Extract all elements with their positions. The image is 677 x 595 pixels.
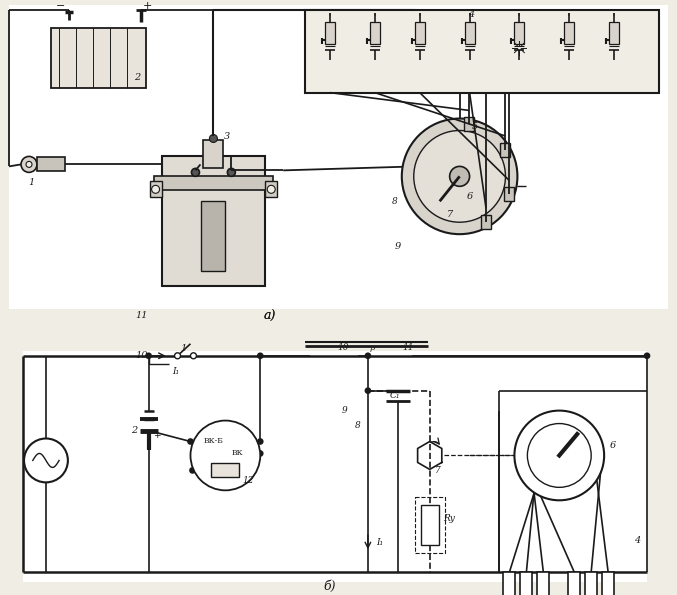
Bar <box>9 5 668 309</box>
Text: 4: 4 <box>468 10 475 20</box>
Polygon shape <box>146 20 158 87</box>
Bar <box>370 22 380 44</box>
Text: 1: 1 <box>28 178 34 187</box>
Circle shape <box>146 353 151 358</box>
Circle shape <box>450 167 470 186</box>
Circle shape <box>190 353 196 359</box>
Bar <box>515 22 525 44</box>
Bar <box>585 572 597 595</box>
Text: 2: 2 <box>131 426 138 435</box>
Text: 11: 11 <box>402 343 414 352</box>
Bar <box>203 140 223 168</box>
Text: 6: 6 <box>466 192 473 201</box>
Circle shape <box>24 439 68 483</box>
Circle shape <box>414 130 506 222</box>
Text: I₁: I₁ <box>172 367 179 376</box>
Bar <box>504 187 515 201</box>
Circle shape <box>21 156 37 173</box>
Polygon shape <box>205 136 221 140</box>
Text: +: + <box>153 431 160 440</box>
Bar <box>415 22 424 44</box>
Bar <box>154 176 274 190</box>
Bar <box>150 181 162 198</box>
Circle shape <box>556 422 563 428</box>
Text: б): б) <box>324 580 336 593</box>
Bar <box>420 505 439 545</box>
Text: 10: 10 <box>337 343 349 352</box>
Bar <box>415 497 445 553</box>
Circle shape <box>258 353 263 358</box>
Bar <box>602 572 614 595</box>
Bar <box>211 464 240 477</box>
Circle shape <box>175 353 181 359</box>
Circle shape <box>267 185 276 193</box>
Text: Rу: Rу <box>443 513 456 523</box>
Text: a): a) <box>264 311 276 324</box>
Bar <box>538 572 549 595</box>
Text: 10: 10 <box>135 351 148 361</box>
Circle shape <box>192 168 200 176</box>
Circle shape <box>190 421 260 490</box>
Bar <box>504 572 515 595</box>
Text: 7: 7 <box>435 466 441 475</box>
Text: C₁: C₁ <box>389 391 400 400</box>
Circle shape <box>366 388 370 393</box>
Text: р: р <box>369 344 374 352</box>
Bar <box>481 215 491 229</box>
Text: 8: 8 <box>355 421 361 430</box>
Text: 11: 11 <box>135 311 148 320</box>
Bar <box>500 143 510 157</box>
Text: 6: 6 <box>610 441 616 450</box>
Bar <box>464 117 474 131</box>
Text: 12: 12 <box>242 476 254 485</box>
Text: 3: 3 <box>224 132 230 141</box>
Circle shape <box>515 411 604 500</box>
Circle shape <box>209 134 217 142</box>
Text: 5: 5 <box>471 122 478 131</box>
Circle shape <box>26 161 32 167</box>
Circle shape <box>188 439 193 444</box>
Bar <box>23 351 647 582</box>
Text: 2: 2 <box>135 73 141 82</box>
Text: ВК-Б: ВК-Б <box>204 437 223 446</box>
Circle shape <box>227 168 236 176</box>
Text: 7: 7 <box>447 209 453 219</box>
Text: 9: 9 <box>395 242 401 250</box>
Text: 4: 4 <box>634 536 640 544</box>
Text: Rд: Rд <box>220 466 231 474</box>
Bar <box>325 22 335 44</box>
Text: +: + <box>143 1 152 11</box>
Bar <box>265 181 277 198</box>
Bar <box>202 201 225 271</box>
Bar <box>521 572 532 595</box>
Circle shape <box>401 118 517 234</box>
Bar <box>609 22 619 44</box>
Circle shape <box>258 439 263 444</box>
Circle shape <box>190 468 195 473</box>
Circle shape <box>556 483 563 488</box>
Circle shape <box>152 185 160 193</box>
Circle shape <box>527 452 532 458</box>
Bar <box>564 22 574 44</box>
Text: 1: 1 <box>180 345 187 353</box>
Circle shape <box>366 353 370 358</box>
Text: a): a) <box>264 311 276 324</box>
Bar <box>464 22 475 44</box>
Circle shape <box>258 451 263 456</box>
Bar <box>37 158 65 171</box>
Text: 9: 9 <box>342 406 348 415</box>
Text: 8: 8 <box>392 197 397 206</box>
Bar <box>51 28 146 87</box>
Polygon shape <box>51 20 158 28</box>
Text: −: − <box>56 1 66 11</box>
Bar <box>162 156 265 286</box>
Bar <box>305 10 659 93</box>
Text: I₁: I₁ <box>376 538 383 547</box>
Ellipse shape <box>527 154 564 219</box>
Text: ВК: ВК <box>232 449 243 458</box>
Bar <box>568 572 580 595</box>
Circle shape <box>586 452 592 458</box>
Circle shape <box>645 353 649 358</box>
